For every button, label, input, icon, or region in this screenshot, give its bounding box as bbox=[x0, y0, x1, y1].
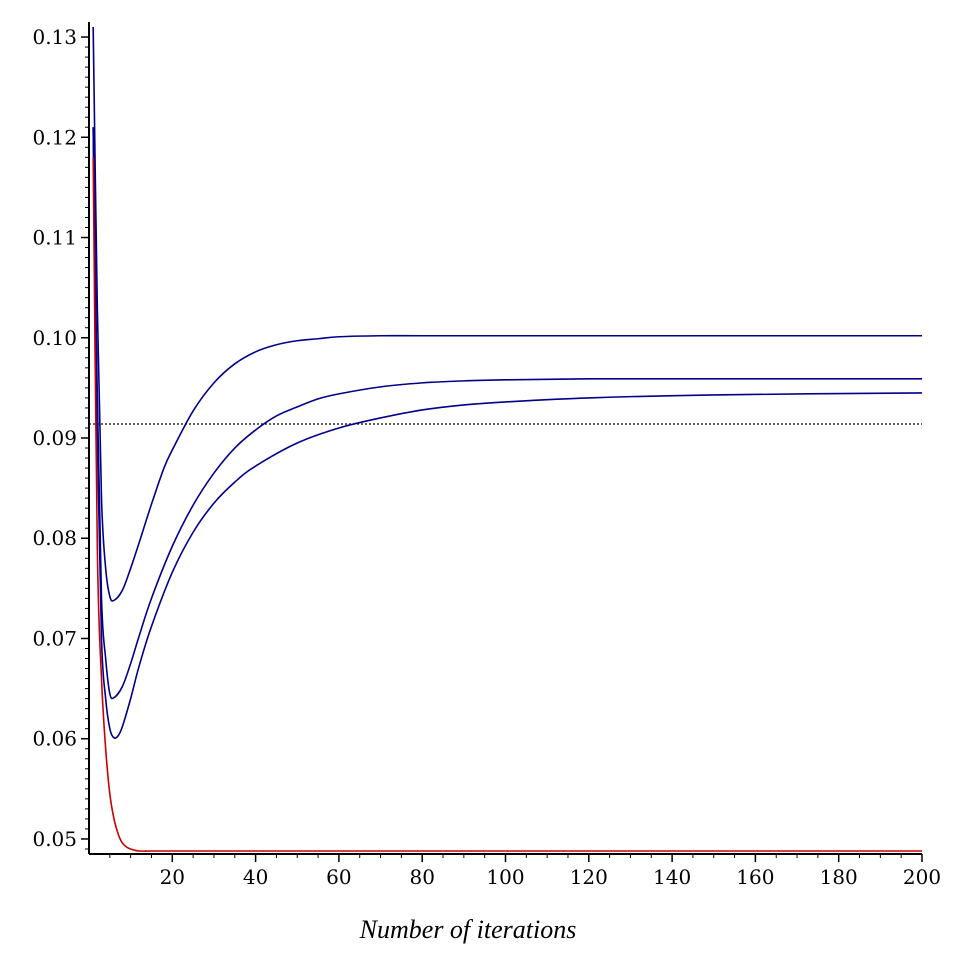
x-tick-label: 160 bbox=[736, 865, 774, 889]
y-tick-label: 0.13 bbox=[32, 25, 77, 49]
y-tick-label: 0.05 bbox=[32, 827, 77, 851]
series-line-1 bbox=[92, 27, 922, 602]
series-line-3 bbox=[92, 127, 923, 739]
x-tick-label: 180 bbox=[820, 865, 858, 889]
y-tick-label: 0.07 bbox=[32, 626, 77, 650]
y-tick-label: 0.11 bbox=[32, 226, 77, 250]
plot-area bbox=[89, 27, 923, 852]
y-tick-label: 0.09 bbox=[32, 426, 77, 450]
y-tick-label: 0.12 bbox=[32, 125, 77, 149]
x-tick-label: 100 bbox=[486, 865, 524, 889]
x-axis-title: Number of iterations bbox=[359, 915, 577, 944]
y-tick-label: 0.08 bbox=[32, 526, 77, 550]
series-line-4 bbox=[92, 157, 922, 852]
y-tick-label: 0.10 bbox=[32, 326, 77, 350]
x-tick-label: 20 bbox=[160, 865, 185, 889]
x-tick-label: 60 bbox=[326, 865, 351, 889]
x-ticks: 20 40 60 80 100 120 140 160 180 200 bbox=[109, 854, 941, 889]
x-tick-label: 200 bbox=[903, 865, 941, 889]
x-tick-label: 40 bbox=[243, 865, 268, 889]
x-tick-label: 140 bbox=[653, 865, 691, 889]
x-tick-label: 120 bbox=[570, 865, 608, 889]
y-tick-label: 0.06 bbox=[32, 727, 77, 751]
series-line-2 bbox=[92, 127, 922, 700]
y-ticks: 0.05 0.06 0.07 0.08 0.09 0.10 0.11 0.12 0.13 bbox=[32, 25, 89, 851]
axes bbox=[88, 22, 922, 855]
x-tick-label: 80 bbox=[409, 865, 434, 889]
